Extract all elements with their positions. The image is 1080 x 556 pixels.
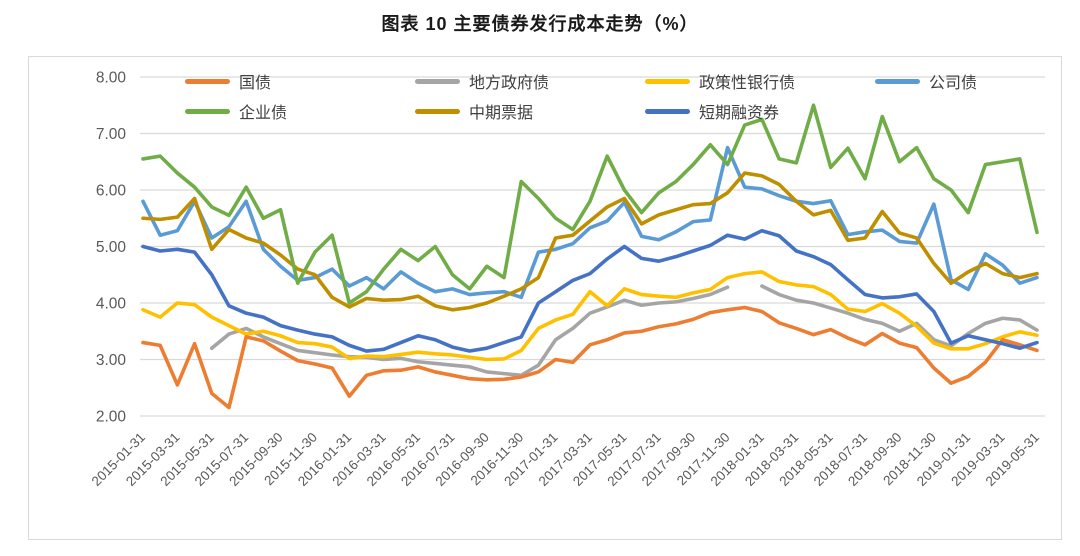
y-tick-label: 8.00	[96, 70, 127, 87]
chart-legend: 国债 地方政府债 政策性银行债 公司债企业债 中期票据 短期融资券	[185, 66, 1065, 126]
y-tick-label: 2.00	[96, 409, 127, 426]
legend-item-scp: 短期融资券	[645, 99, 875, 123]
legend-label-local-government: 地方政府债	[469, 75, 550, 92]
series-line-treasury	[141, 305, 1039, 410]
legend-label-corporate: 公司债	[929, 75, 978, 92]
legend-marker-enterprise	[185, 108, 230, 114]
y-tick-label: 4.00	[96, 296, 127, 313]
chart-title: 图表 10 主要债券发行成本走势（%）	[381, 14, 699, 34]
y-tick-label: 6.00	[96, 183, 127, 200]
legend-label-mtn: 中期票据	[469, 105, 534, 122]
series-line-corporate	[141, 145, 1039, 300]
series-line-policy-bank	[141, 270, 1039, 362]
legend-label-scp: 短期融资券	[699, 105, 780, 122]
legend-marker-local-government	[415, 78, 460, 84]
legend-label-policy-bank: 政策性银行债	[699, 75, 796, 92]
legend-marker-policy-bank	[645, 78, 690, 84]
series-line-local-government	[760, 284, 1039, 348]
legend-marker-treasury	[185, 78, 230, 84]
legend-marker-scp	[645, 108, 690, 114]
legend-marker-mtn	[415, 108, 460, 114]
legend-item-mtn: 中期票据	[415, 99, 645, 123]
y-tick-label: 7.00	[96, 126, 127, 143]
legend-item-policy-bank: 政策性银行债	[645, 69, 875, 93]
y-tick-label: 5.00	[96, 239, 127, 256]
legend-marker-corporate	[875, 78, 920, 84]
y-tick-label: 3.00	[96, 352, 127, 369]
legend-label-treasury: 国债	[239, 75, 272, 92]
series-line-local-government	[209, 285, 730, 378]
series-line-enterprise	[141, 103, 1039, 305]
series-line-scp	[141, 228, 1039, 353]
legend-item-treasury: 国债	[185, 69, 415, 93]
legend-item-corporate: 公司债	[875, 69, 1065, 93]
legend-label-enterprise: 企业债	[239, 105, 288, 122]
legend-item-enterprise: 企业债	[185, 99, 415, 123]
legend-item-local-government: 地方政府债	[415, 69, 645, 93]
